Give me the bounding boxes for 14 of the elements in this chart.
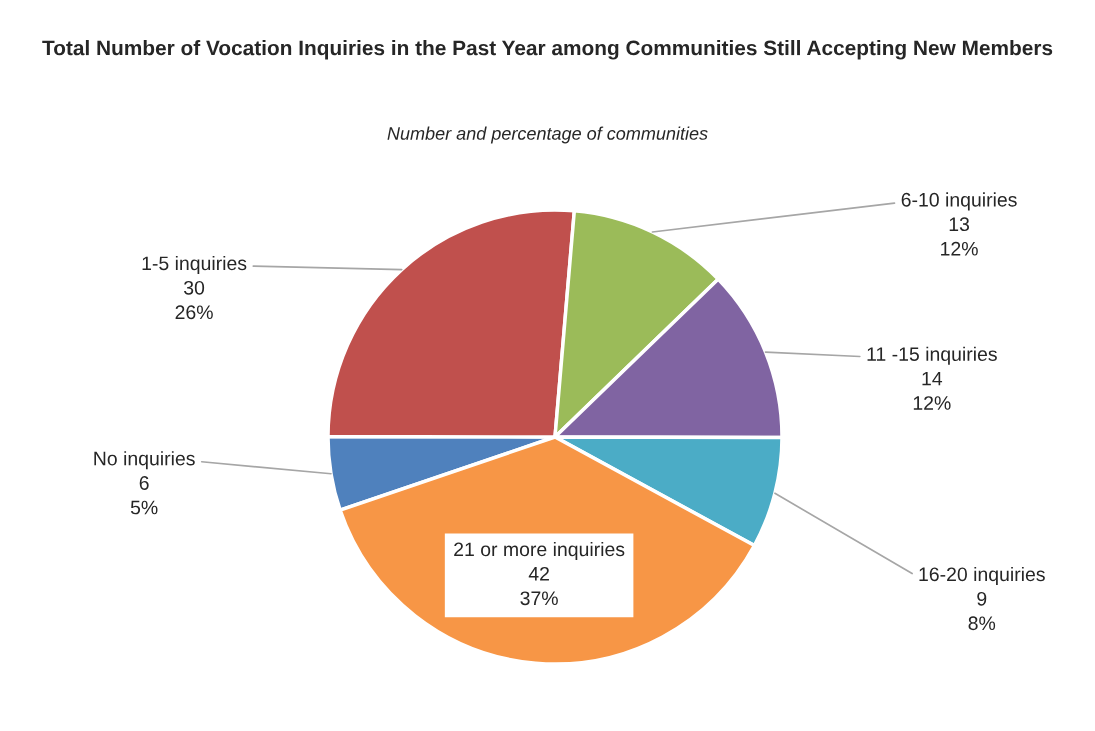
data-label: 6 5% — [130, 476, 158, 515]
data-label: 42 37% — [520, 566, 558, 606]
chart-subtitle: Number and percentage of communities — [387, 126, 708, 144]
data-label: 30 26% — [175, 280, 213, 320]
data-label: 9 8% — [968, 591, 996, 631]
slice-label: 16-20 inquiries — [919, 566, 1045, 586]
slice-label: 21 or more inquiries — [454, 541, 625, 561]
data-label: 14 12% — [913, 371, 951, 410]
slice-label: 11 -15 inquiries — [867, 346, 997, 365]
data-label: 13 12% — [941, 217, 978, 256]
slice-label: No inquiries — [94, 451, 195, 470]
chart-title: Total Number of Vocation Inquiries in the Past Year among Communities Still Accepting New Members — [42, 40, 1053, 60]
slice-label: 1-5 inquiries — [142, 255, 247, 275]
slice-label: 6-10 inquiries — [901, 192, 1017, 211]
